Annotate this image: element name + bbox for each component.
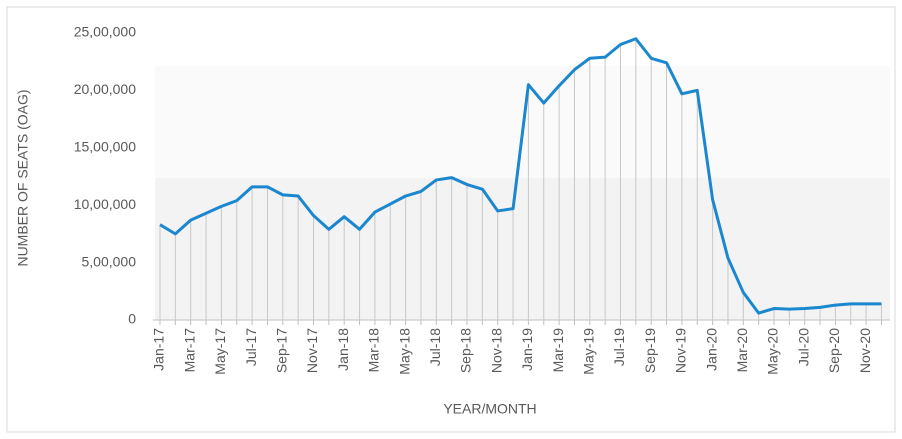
- x-tick-label: Jul-19: [611, 328, 627, 366]
- x-tick-label: Jan-19: [519, 328, 535, 371]
- x-tick-label: Jul-18: [427, 328, 443, 366]
- x-tick-label: Nov-20: [857, 328, 873, 373]
- x-axis-label: YEAR/MONTH: [443, 401, 536, 417]
- x-tick-label: Mar-19: [550, 328, 566, 373]
- x-tick-label: Mar-17: [181, 328, 197, 373]
- data-line: [159, 37, 882, 315]
- x-tick-label: Sep-18: [458, 328, 474, 373]
- x-tick-label: May-17: [212, 328, 228, 375]
- y-tick-label: 15,00,000: [74, 139, 136, 155]
- x-tick-label: Mar-18: [366, 328, 382, 373]
- x-tick-label: Jul-20: [795, 328, 811, 366]
- x-tick-label: Sep-19: [642, 328, 658, 373]
- x-tick-label: Nov-18: [488, 328, 504, 373]
- x-tick-label: Sep-17: [274, 328, 290, 373]
- x-tick-label: May-19: [581, 328, 597, 375]
- y-tick-label: 20,00,000: [74, 81, 136, 97]
- y-tick-label: 10,00,000: [74, 196, 136, 212]
- x-tick-label: Jan-20: [703, 328, 719, 371]
- x-tick-label: Nov-17: [304, 328, 320, 373]
- x-tick-label: Sep-20: [826, 328, 842, 373]
- x-tick-label: May-18: [396, 328, 412, 375]
- x-tick-label: Jan-18: [335, 328, 351, 371]
- y-tick-label: 25,00,000: [74, 24, 136, 40]
- x-tick-label: Mar-20: [734, 328, 750, 373]
- x-tick-label: May-20: [765, 328, 781, 375]
- y-tick-label: 0: [128, 311, 136, 327]
- background-band: [155, 178, 890, 320]
- x-tick-label: Jan-17: [151, 328, 167, 371]
- y-tick-label: 5,00,000: [82, 253, 137, 269]
- y-axis-label: NUMBER OF SEATS (OAG): [15, 89, 31, 266]
- x-tick-label: Nov-19: [673, 328, 689, 373]
- x-tick-label: Jul-17: [243, 328, 259, 366]
